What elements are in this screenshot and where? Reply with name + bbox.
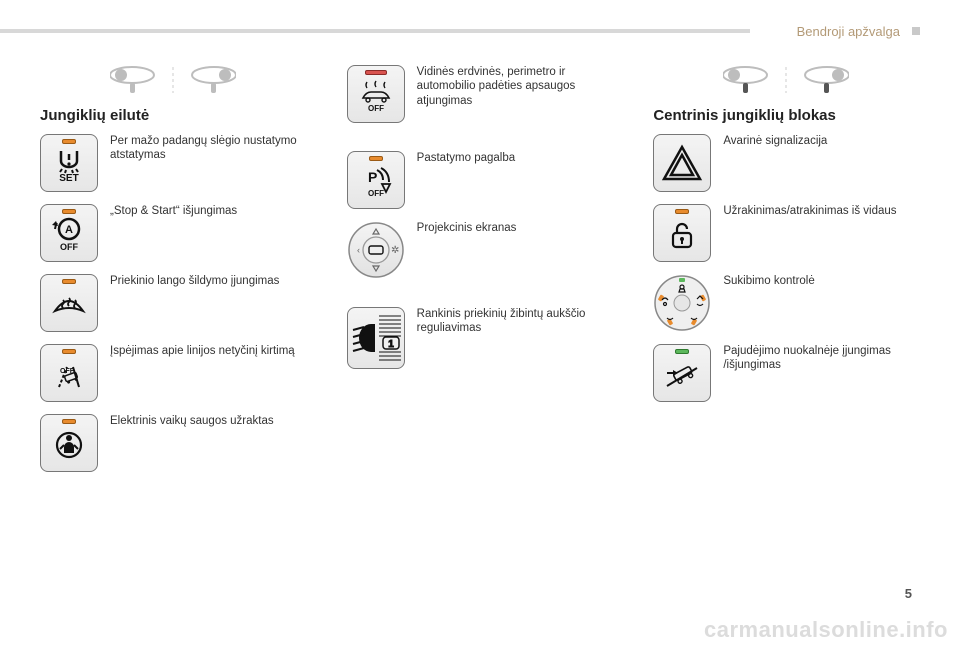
svg-text:A: A: [65, 224, 73, 236]
traction-control-dial[interactable]: [653, 274, 711, 332]
item-head-up-display: ‹ ✲ Projekcinis ekranas: [347, 221, 614, 279]
parking-assist-off-button[interactable]: P OFF: [347, 151, 405, 209]
svg-text:1: 1: [388, 339, 394, 350]
windscreen-heat-button[interactable]: [40, 274, 98, 332]
desc: Pastatymo pagalba: [417, 151, 515, 209]
header-square-icon: [912, 27, 920, 35]
svg-text:OFF: OFF: [368, 104, 384, 113]
svg-text:OFF: OFF: [368, 189, 384, 198]
desc: Užrakinimas/atrakinimas iš vidaus: [723, 204, 896, 262]
svg-text:✲: ✲: [391, 245, 399, 256]
steering-left-icon: [110, 65, 160, 95]
desc: Sukibimo kontrolė: [723, 274, 814, 332]
lane-departure-button[interactable]: OFF: [40, 344, 98, 402]
alarm-off-icon: OFF: [355, 73, 397, 115]
desc: Avarinė signalizacija: [723, 134, 827, 192]
parking-assist-icon: P OFF: [356, 160, 396, 200]
lock-icon: [662, 213, 702, 253]
item-windscreen-heat: Priekinio lango šildymo įjungimas: [40, 274, 307, 332]
desc: Elektrinis vaikų saugos užraktas: [110, 414, 274, 472]
svg-text:SET: SET: [59, 173, 78, 183]
desc: Priekinio lango šildymo įjungimas: [110, 274, 279, 332]
item-lane-departure: OFF Įspėjimas apie linijos netyčinį kirt…: [40, 344, 307, 402]
stop-start-off-icon: A OFF: [49, 213, 89, 253]
item-traction-control: Sukibimo kontrolė: [653, 274, 920, 332]
desc: Pajudėjimo nuokalnėje įjungimas /išjungi…: [723, 344, 920, 402]
desc: Įspėjimas apie linijos netyčinį kirtimą: [110, 344, 295, 402]
lane-departure-icon: OFF: [49, 353, 89, 393]
stop-start-off-button[interactable]: A OFF: [40, 204, 98, 262]
hill-descent-icon: [661, 352, 703, 394]
item-hazard-lights: Avarinė signalizacija: [653, 134, 920, 192]
headlight-leveling-dial[interactable]: 1: [347, 307, 405, 369]
divider-icon: [783, 65, 789, 95]
led-orange-icon: [675, 209, 689, 214]
led-orange-icon: [369, 156, 383, 161]
head-up-display-dial[interactable]: ‹ ✲: [347, 221, 405, 279]
led-orange-icon: [62, 419, 76, 424]
headlight-leveling-icon: 1: [349, 310, 403, 366]
item-tyre-pressure-reset: SET Per mažo padangų slėgio nustatymo at…: [40, 134, 307, 192]
breadcrumb: Bendroji apžvalga: [797, 24, 900, 39]
svg-text:‹: ‹: [357, 245, 360, 255]
item-alarm-off: OFF Vidinės erdvinės, perimetro ir autom…: [347, 65, 614, 123]
watermark: carmanualsonline.info: [704, 617, 948, 643]
header-rule: [0, 29, 750, 33]
steering-variant-icons: [110, 65, 307, 95]
item-child-lock: Elektrinis vaikų saugos užraktas: [40, 414, 307, 472]
windscreen-heat-icon: [49, 283, 89, 323]
desc: Vidinės erdvinės, perimetro ir automobil…: [417, 65, 614, 123]
led-orange-icon: [62, 209, 76, 214]
item-central-lock: Užrakinimas/atrakinimas iš vidaus: [653, 204, 920, 262]
page-number: 5: [905, 586, 912, 601]
divider-icon: [170, 65, 176, 95]
svg-text:OFF: OFF: [60, 242, 78, 252]
led-orange-icon: [62, 349, 76, 354]
led-red-icon: [365, 70, 387, 75]
column-middle: OFF Vidinės erdvinės, perimetro ir autom…: [347, 65, 614, 484]
hill-descent-button[interactable]: [653, 344, 711, 402]
svg-text:P: P: [368, 169, 377, 185]
central-lock-button[interactable]: [653, 204, 711, 262]
led-orange-icon: [62, 279, 76, 284]
steering-right-dark-icon: [799, 65, 849, 95]
led-green-icon: [675, 349, 689, 354]
desc: Per mažo padangų slėgio nustatymo atstat…: [110, 134, 307, 192]
column-centre-console: Centrinis jungiklių blokas Avarinė signa…: [653, 65, 920, 484]
alarm-off-button[interactable]: OFF: [347, 65, 405, 123]
steering-right-icon: [186, 65, 236, 95]
item-headlight-leveling: 1 Rankinis priekinių žibintų aukščio reg…: [347, 307, 614, 369]
hazard-icon: [660, 141, 704, 185]
column-switch-row: Jungiklių eilutė SET Per mažo padangų sl…: [40, 65, 307, 484]
hazard-lights-button[interactable]: [653, 134, 711, 192]
tyre-set-icon: SET: [49, 143, 89, 183]
tyre-pressure-reset-button[interactable]: SET: [40, 134, 98, 192]
steering-variant-icons-right: [723, 65, 920, 95]
section-title-centre-console: Centrinis jungiklių blokas: [653, 107, 920, 124]
desc: Projekcinis ekranas: [417, 221, 517, 279]
led-orange-icon: [62, 139, 76, 144]
child-lock-button[interactable]: [40, 414, 98, 472]
steering-left-dark-icon: [723, 65, 773, 95]
item-parking-assist-off: P OFF Pastatymo pagalba: [347, 151, 614, 209]
item-hill-descent: Pajudėjimo nuokalnėje įjungimas /išjungi…: [653, 344, 920, 402]
desc: Rankinis priekinių žibintų aukščio regul…: [417, 307, 614, 369]
section-title-switch-row: Jungiklių eilutė: [40, 107, 307, 124]
child-lock-icon: [49, 423, 89, 463]
item-stop-start-off: A OFF „Stop & Start“ išjungimas: [40, 204, 307, 262]
desc: „Stop & Start“ išjungimas: [110, 204, 237, 262]
